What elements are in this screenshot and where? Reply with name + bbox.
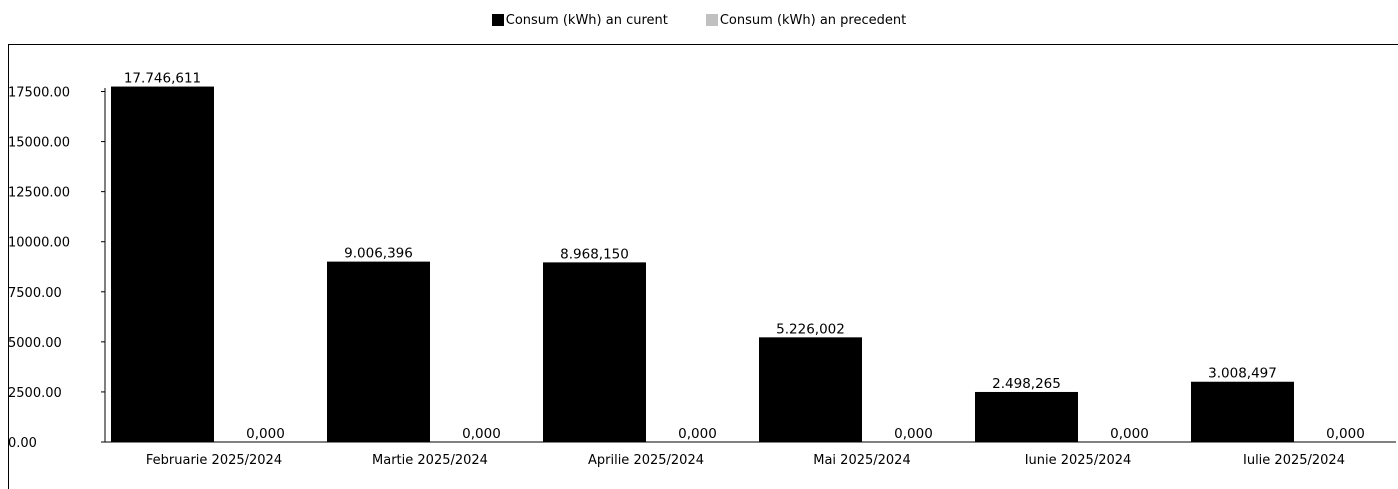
x-tick-label: Iunie 2025/2024: [1025, 453, 1132, 468]
y-tick-label: 2500.00: [8, 386, 62, 401]
data-label: 9.006,396: [344, 246, 413, 262]
data-label: 0,000: [462, 426, 501, 442]
chart-legend: Consum (kWh) an curent Consum (kWh) an p…: [0, 10, 1398, 30]
legend-swatch-previous-year: [705, 14, 718, 26]
legend-item-current-year: Consum (kWh) an curent: [491, 12, 668, 28]
data-label: 0,000: [678, 426, 717, 442]
chart-frame: [8, 44, 1398, 489]
x-tick-label: Mai 2025/2024: [813, 453, 910, 468]
data-label: 0,000: [894, 426, 933, 442]
data-label: 0,000: [246, 426, 285, 442]
y-tick-label: 15000.00: [8, 136, 70, 151]
y-tick-label: 5000.00: [8, 336, 62, 351]
y-tick-label: 10000.00: [8, 236, 70, 251]
bar-current: [111, 86, 214, 443]
data-label: 8.968,150: [560, 246, 629, 262]
bar-current: [1191, 381, 1294, 442]
data-label: 2.498,265: [992, 376, 1061, 392]
x-tick-label: Martie 2025/2024: [372, 453, 488, 468]
bar-current: [759, 337, 862, 442]
data-label: 5.226,002: [776, 321, 845, 337]
bar-current: [975, 391, 1078, 442]
data-label: 0,000: [1110, 426, 1149, 442]
data-label: 17.746,611: [124, 71, 201, 87]
y-tick-label: 7500.00: [8, 286, 62, 301]
legend-label-current-year: Consum (kWh) an curent: [505, 12, 668, 28]
bar-current: [327, 261, 430, 442]
data-label: 3.008,497: [1208, 366, 1277, 382]
bar-current: [543, 262, 646, 442]
y-tick-label: 12500.00: [8, 186, 70, 201]
data-label: 0,000: [1326, 426, 1365, 442]
legend-swatch-current-year: [491, 14, 504, 26]
legend-item-previous-year: Consum (kWh) an precedent: [705, 12, 907, 28]
x-tick-label: Iulie 2025/2024: [1243, 453, 1345, 468]
y-tick-label: 17500.00: [8, 86, 70, 101]
legend-label-previous-year: Consum (kWh) an precedent: [719, 12, 907, 28]
x-tick-label: Aprilie 2025/2024: [588, 453, 704, 468]
x-tick-label: Februarie 2025/2024: [146, 453, 282, 468]
y-tick-label: 0.00: [8, 436, 37, 451]
